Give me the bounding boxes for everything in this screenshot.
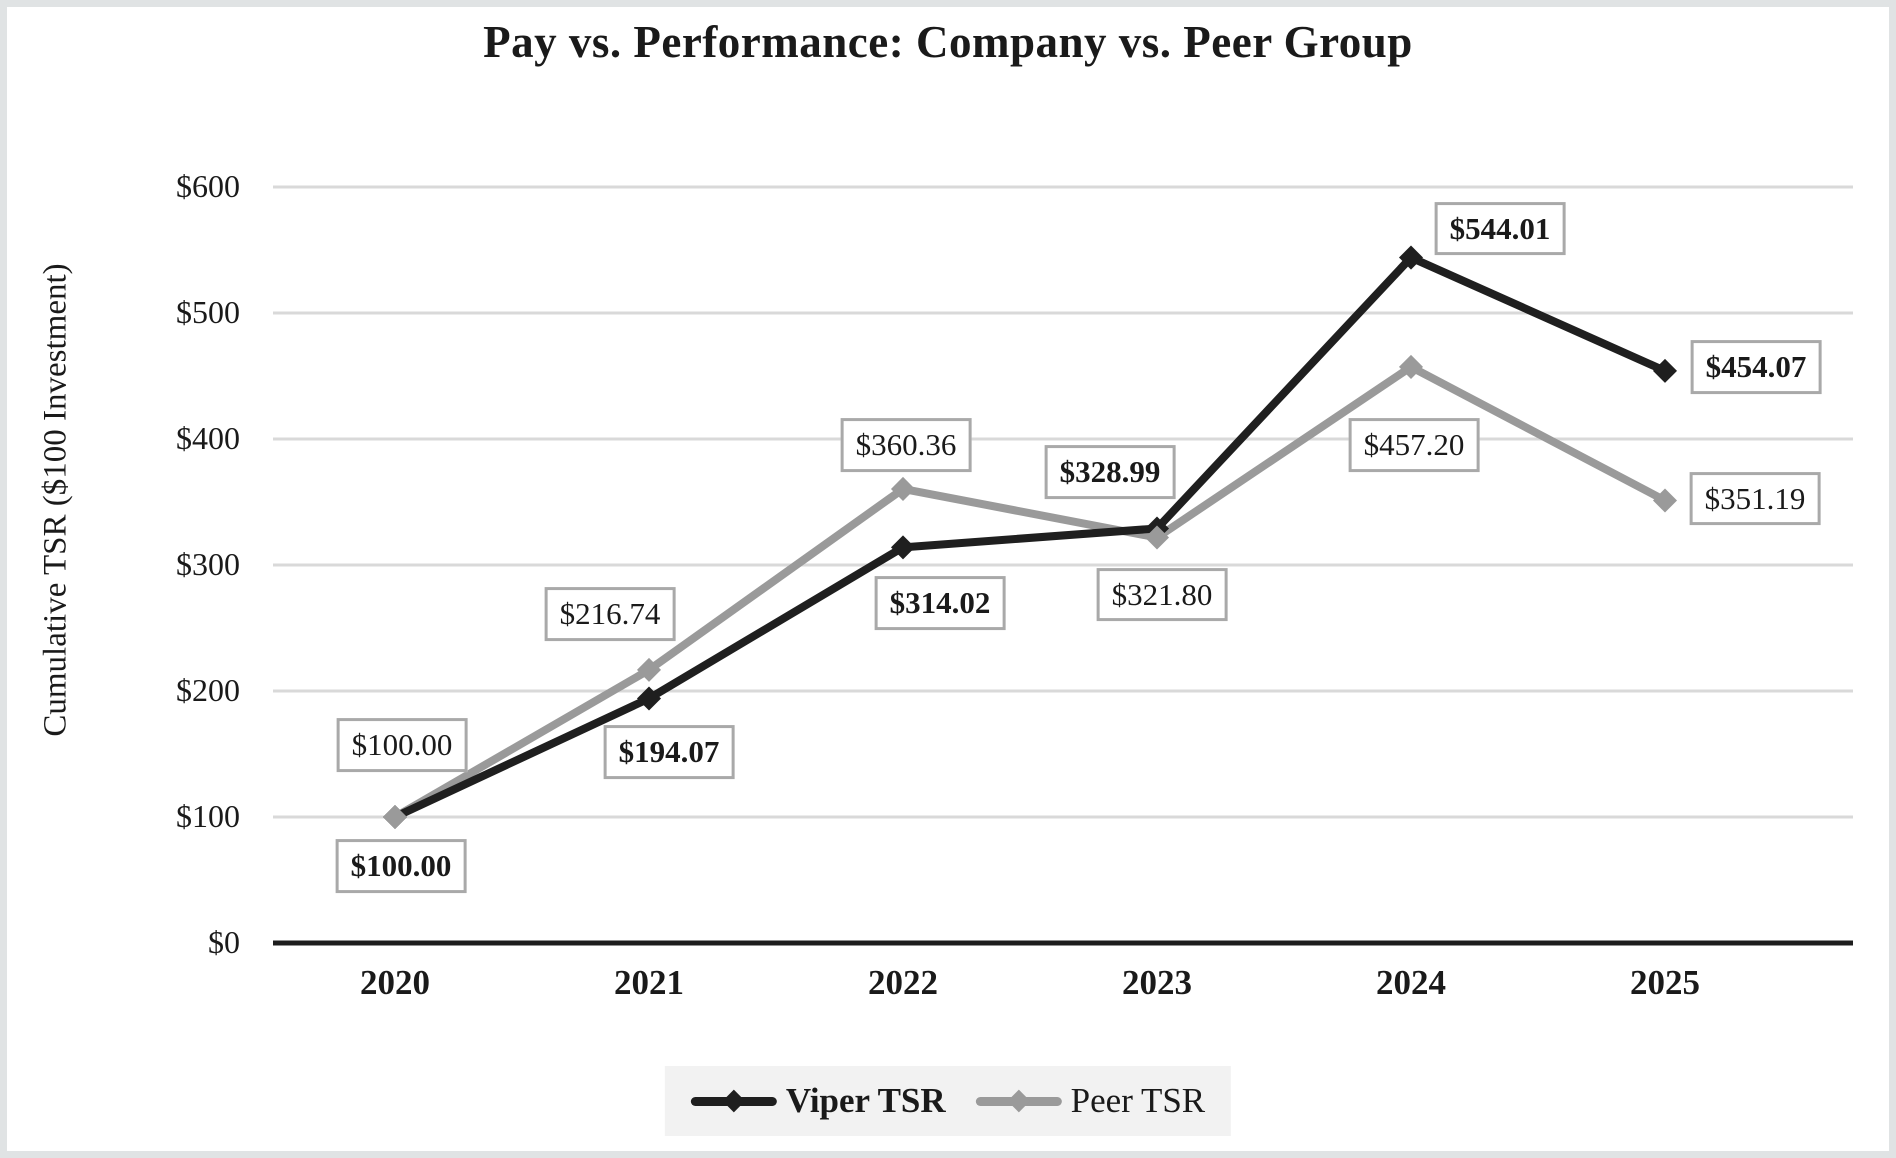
data-label: $351.19: [1689, 471, 1821, 526]
chart-title: Pay vs. Performance: Company vs. Peer Gr…: [483, 17, 1413, 67]
legend-label-peer-tsr: Peer TSR: [1070, 1081, 1206, 1120]
y-tick-label: $600: [176, 167, 240, 204]
y-tick-label: $0: [208, 923, 240, 960]
data-label: $100.00: [335, 839, 467, 893]
series-line-peer-tsr: [391, 362, 1669, 821]
data-label: $100.00: [336, 718, 468, 772]
y-tick-label: $100: [176, 797, 240, 834]
legend-item-peer-tsr: Peer TSR: [975, 1081, 1206, 1121]
series-line-viper-tsr: [391, 253, 1669, 821]
data-point-marker: [1144, 525, 1170, 550]
x-tick-label: 2025: [1630, 963, 1700, 1002]
legend-label-viper-tsr: Viper TSR: [785, 1081, 946, 1120]
data-label: $328.99: [1044, 445, 1176, 500]
x-tick-label: 2024: [1376, 963, 1446, 1002]
data-label: $314.02: [874, 576, 1006, 631]
peer-line-marker-icon: [975, 1089, 1062, 1113]
data-label: $216.74: [544, 586, 676, 641]
x-tick-label: 2021: [614, 963, 684, 1002]
data-label: $544.01: [1434, 201, 1566, 256]
data-label: $194.07: [603, 725, 735, 780]
y-tick-label: $300: [176, 545, 240, 582]
data-point-marker: [1398, 354, 1424, 379]
data-point-marker: [1652, 358, 1678, 383]
legend-item-viper-tsr: Viper TSR: [690, 1081, 946, 1121]
data-point-marker: [1652, 488, 1678, 513]
x-tick-label: 2022: [868, 963, 938, 1002]
y-tick-label: $200: [176, 671, 240, 708]
data-label: $321.80: [1096, 567, 1228, 622]
y-tick-label: $400: [176, 419, 240, 456]
data-label: $454.07: [1690, 339, 1822, 394]
x-tick-label: 2023: [1122, 963, 1192, 1002]
data-label: $457.20: [1348, 418, 1480, 472]
data-point-marker: [1398, 245, 1424, 270]
y-tick-label: $500: [176, 293, 240, 330]
viper-line-marker-icon: [690, 1089, 777, 1113]
x-tick-label: 2020: [360, 963, 430, 1002]
legend: Viper TSR Peer TSR: [664, 1066, 1232, 1136]
data-label: $360.36: [840, 418, 972, 472]
